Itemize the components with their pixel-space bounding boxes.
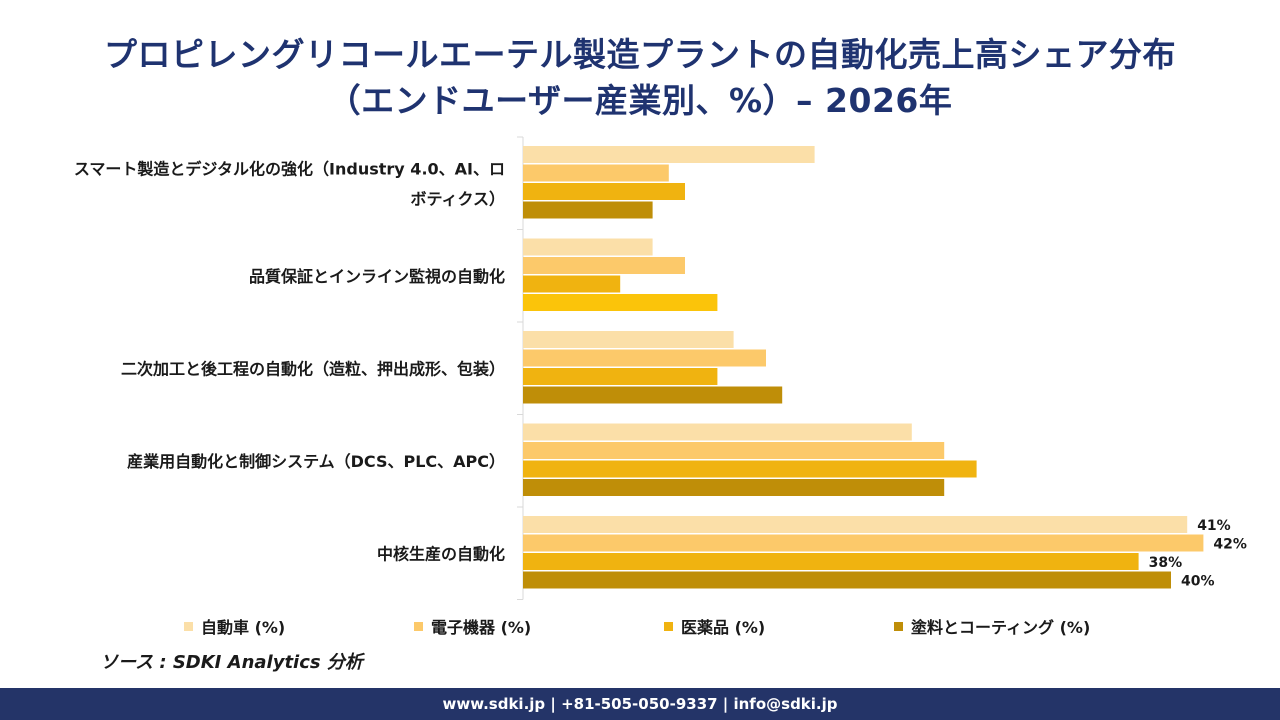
legend-item-coatings: 塗料とコーティング (%) — [894, 614, 1090, 638]
bar — [523, 516, 1188, 533]
data-label: 42% — [1213, 537, 1247, 553]
category-label: 品質保証とインライン監視の自動化 — [249, 267, 505, 286]
legend-swatch-automotive — [184, 621, 193, 631]
bar — [523, 201, 653, 219]
bar — [523, 553, 1139, 570]
bar-chart: スマート製造とデジタル化の強化（Industry 4.0、AI、ロボティクス） 品… — [74, 136, 1247, 600]
category-label-line: ボティクス） — [410, 189, 505, 208]
category-label: 産業用自動化と制御システム（DCS、PLC、APC） — [127, 452, 505, 471]
source-note: ソース : SDKI Analytics 分析 — [100, 652, 363, 673]
data-label: 40% — [1181, 574, 1215, 590]
bar — [523, 257, 685, 274]
bar — [523, 423, 912, 441]
bar — [523, 146, 815, 163]
bar — [523, 534, 1204, 552]
legend-swatch-electronics — [414, 621, 423, 631]
category-label: スマート製造とデジタル化の強化（Industry 4.0、AI、ロボティクス） — [74, 159, 505, 208]
category-label-line: 産業用自動化と制御システム（DCS、PLC、APC） — [127, 452, 505, 471]
legend-item-electronics: 電子機器 (%) — [414, 614, 531, 638]
legend-label-coatings: 塗料とコーティング (%) — [911, 618, 1091, 637]
chart-title-line-1: プロピレングリコールエーテル製造プラントの自動化売上高シェア分布 — [104, 35, 1176, 74]
bar — [523, 349, 766, 367]
footer-contact-bar: www.sdki.jp | +81-505-050-9337 | info@sd… — [0, 688, 1280, 720]
category-label-line: 品質保証とインライン監視の自動化 — [249, 267, 505, 286]
category-label-line: 中核生産の自動化 — [377, 544, 505, 563]
bar — [523, 331, 734, 348]
bar — [523, 571, 1171, 589]
legend-item-pharmaceuticals: 医薬品 (%) — [664, 614, 765, 638]
chart-title-line-2: （エンドユーザー産業別、%）– 2026年 — [327, 81, 953, 120]
legend: 自動車 (%) 電子機器 (%) 医薬品 (%) 塗料とコーティング (%) — [0, 614, 1280, 638]
bar — [523, 294, 718, 311]
chart-title: プロピレングリコールエーテル製造プラントの自動化売上高シェア分布 （エンドユーザ… — [0, 32, 1280, 124]
category-label-line: 二次加工と後工程の自動化（造粒、押出成形、包装） — [121, 359, 505, 378]
bar — [523, 368, 718, 385]
category-label-line: スマート製造とデジタル化の強化（Industry 4.0、AI、ロ — [74, 159, 505, 178]
data-label: 41% — [1197, 518, 1231, 534]
bar — [523, 479, 945, 496]
category-label: 二次加工と後工程の自動化（造粒、押出成形、包装） — [121, 359, 505, 378]
data-label: 38% — [1149, 555, 1183, 571]
legend-item-automotive: 自動車 (%) — [184, 614, 285, 638]
bar — [523, 183, 685, 200]
bar — [523, 460, 977, 478]
legend-label-pharmaceuticals: 医薬品 (%) — [681, 618, 766, 637]
legend-label-electronics: 電子機器 (%) — [431, 618, 532, 637]
legend-swatch-coatings — [894, 621, 903, 631]
category-label: 中核生産の自動化 — [377, 544, 505, 563]
bar — [523, 275, 621, 293]
legend-swatch-pharmaceuticals — [664, 621, 673, 631]
bar — [523, 164, 669, 182]
legend-label-automotive: 自動車 (%) — [201, 618, 286, 637]
bar — [523, 238, 653, 256]
bar — [523, 386, 783, 404]
bar — [523, 442, 945, 459]
